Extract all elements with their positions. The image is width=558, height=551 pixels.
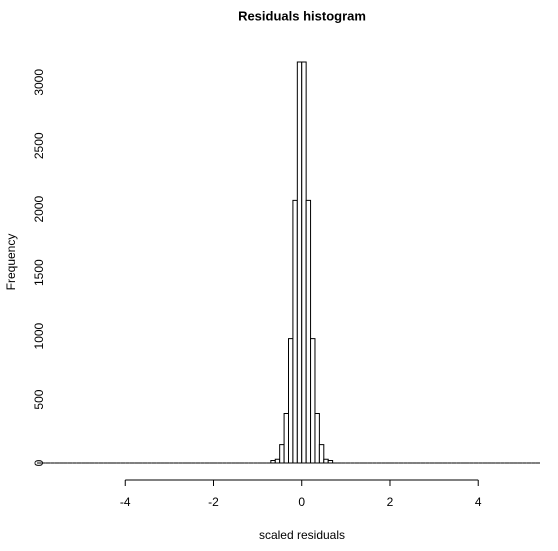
bar bbox=[310, 338, 316, 464]
y-tick-label: 1000 bbox=[32, 322, 46, 349]
x-tick-label: 4 bbox=[475, 495, 482, 509]
y-axis-label: Frequency bbox=[4, 234, 18, 291]
bar bbox=[305, 199, 312, 464]
bar bbox=[318, 444, 325, 464]
chart-title: Residuals histogram bbox=[238, 8, 366, 23]
x-tick-label: 2 bbox=[387, 495, 394, 509]
y-tick-label: 500 bbox=[32, 389, 46, 409]
bar bbox=[296, 61, 303, 464]
y-tick-label: 1500 bbox=[32, 259, 46, 286]
bar bbox=[270, 459, 276, 464]
x-tick-label: -2 bbox=[208, 495, 219, 509]
bar bbox=[274, 458, 281, 464]
x-tick-label: 0 bbox=[298, 495, 305, 509]
bar bbox=[288, 338, 294, 464]
y-tick-label: 2000 bbox=[32, 196, 46, 223]
x-tick-label: -4 bbox=[120, 495, 131, 509]
bar bbox=[301, 61, 307, 464]
bar bbox=[292, 199, 298, 464]
bar bbox=[283, 413, 289, 464]
y-tick-label: 2500 bbox=[32, 132, 46, 159]
x-axis-label: scaled residuals bbox=[259, 528, 345, 542]
bar bbox=[314, 413, 320, 464]
y-tick-label: 3000 bbox=[32, 69, 46, 96]
bar bbox=[327, 459, 334, 464]
bar bbox=[279, 444, 285, 464]
bar bbox=[323, 458, 329, 464]
